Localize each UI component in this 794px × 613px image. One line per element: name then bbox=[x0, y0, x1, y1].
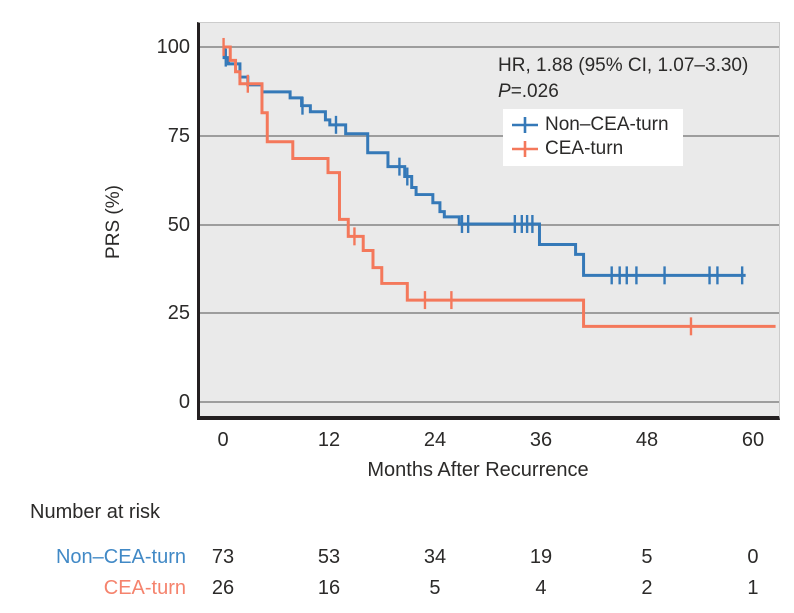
x-tick-24: 24 bbox=[423, 429, 447, 451]
y-tick-75: 75 bbox=[167, 124, 190, 147]
km-curve-cea-turn bbox=[223, 45, 776, 328]
legend: Non–CEA-turn CEA-turn bbox=[503, 109, 683, 166]
x-axis-title: Months After Recurrence bbox=[367, 459, 589, 481]
plot-area: HR, 1.88 (95% CI, 1.07–3.30) P=.026 Non–… bbox=[197, 22, 780, 420]
y-tick-0: 0 bbox=[178, 391, 190, 413]
legend-item-cea-turn: CEA-turn bbox=[511, 138, 669, 160]
risk-value-Non–CEA-turn-m12: 53 bbox=[317, 546, 341, 568]
risk-value-Non–CEA-turn-m48: 5 bbox=[641, 546, 653, 568]
gridline-100 bbox=[200, 46, 779, 48]
risk-row-label-cea-turn: CEA-turn bbox=[103, 577, 186, 599]
risk-value-Non–CEA-turn-m24: 34 bbox=[423, 546, 447, 568]
number-at-risk-title: Number at risk bbox=[30, 501, 161, 523]
y-tick-50: 50 bbox=[167, 213, 190, 236]
censor-plus-icon bbox=[512, 117, 538, 133]
risk-value-Non–CEA-turn-m36: 19 bbox=[529, 546, 553, 568]
y-tick-100: 100 bbox=[156, 36, 190, 58]
legend-item-non-cea-turn: Non–CEA-turn bbox=[511, 114, 669, 136]
risk-value-CEA-turn-m60: 1 bbox=[747, 577, 759, 599]
legend-label: CEA-turn bbox=[545, 138, 624, 159]
risk-row-label-non-cea-turn: Non–CEA-turn bbox=[55, 546, 186, 568]
risk-value-Non–CEA-turn-m60: 0 bbox=[747, 546, 759, 568]
risk-value-Non–CEA-turn-m0: 73 bbox=[211, 546, 235, 568]
hazard-ratio-text: HR, 1.88 (95% CI, 1.07–3.30) bbox=[498, 55, 749, 76]
y-tick-25: 25 bbox=[167, 302, 190, 325]
gridline-0 bbox=[200, 401, 779, 403]
censor-plus-icon bbox=[512, 141, 538, 157]
risk-value-CEA-turn-m48: 2 bbox=[641, 577, 653, 599]
y-axis-title: PRS (%) bbox=[103, 185, 124, 259]
p-value-text: P=.026 bbox=[498, 81, 559, 102]
risk-value-CEA-turn-m36: 4 bbox=[535, 577, 547, 599]
x-tick-48: 48 bbox=[635, 429, 659, 451]
x-tick-36: 36 bbox=[529, 429, 553, 451]
x-tick-60: 60 bbox=[741, 429, 765, 451]
risk-value-CEA-turn-m12: 16 bbox=[317, 577, 341, 599]
stats-annotation: HR, 1.88 (95% CI, 1.07–3.30) P=.026 bbox=[498, 53, 748, 105]
risk-value-CEA-turn-m0: 26 bbox=[211, 577, 235, 599]
risk-value-CEA-turn-m24: 5 bbox=[429, 577, 441, 599]
x-tick-0: 0 bbox=[217, 429, 229, 451]
gridline-25 bbox=[200, 312, 779, 315]
gridline-75 bbox=[200, 134, 779, 137]
legend-label: Non–CEA-turn bbox=[545, 114, 669, 135]
survival-curves-canvas bbox=[222, 37, 776, 336]
x-tick-12: 12 bbox=[317, 429, 341, 451]
